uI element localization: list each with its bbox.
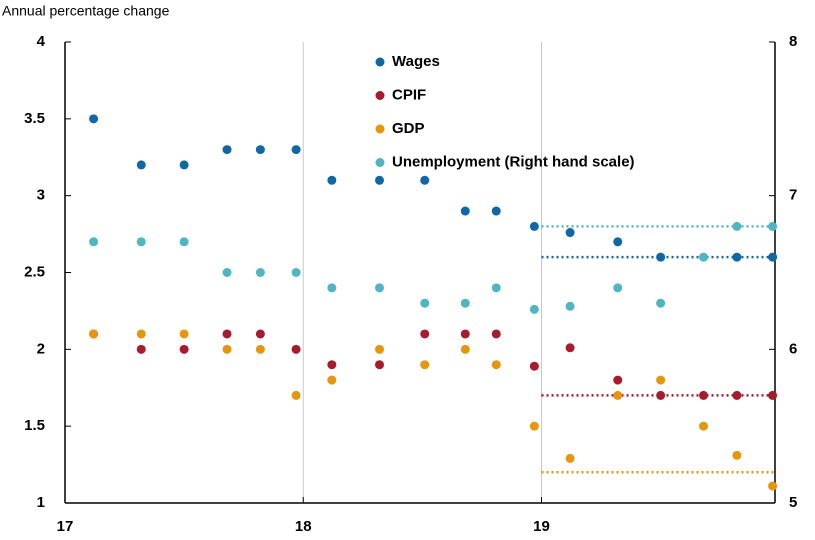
y2-tick-label: 7 xyxy=(789,187,797,204)
point xyxy=(529,421,539,431)
point xyxy=(89,114,99,124)
point xyxy=(460,298,470,308)
point xyxy=(255,329,265,339)
point xyxy=(613,237,623,247)
legend-label: GDP xyxy=(392,120,425,137)
point xyxy=(327,375,337,385)
y-tick-label: 2 xyxy=(37,340,45,357)
point xyxy=(529,304,539,314)
y-axis-label: Annual percentage change xyxy=(2,3,170,19)
y-tick-label: 4 xyxy=(37,33,46,50)
point xyxy=(565,453,575,463)
y2-tick-label: 8 xyxy=(789,33,797,50)
y-tick-label: 1.5 xyxy=(24,417,45,434)
point xyxy=(491,329,501,339)
point xyxy=(460,344,470,354)
point xyxy=(656,375,666,385)
point xyxy=(699,252,709,262)
legend-label: CPIF xyxy=(392,86,426,103)
point xyxy=(613,375,623,385)
x-tick-label: 17 xyxy=(57,518,74,535)
point xyxy=(460,329,470,339)
point xyxy=(656,390,666,400)
y-tick-label: 3.5 xyxy=(24,110,45,127)
point xyxy=(222,268,232,277)
point xyxy=(255,268,265,277)
point xyxy=(136,237,146,247)
point xyxy=(222,329,232,339)
point xyxy=(327,175,337,185)
point xyxy=(136,344,146,354)
point xyxy=(179,237,189,247)
point xyxy=(768,252,778,262)
point xyxy=(327,283,337,293)
point xyxy=(374,283,384,293)
point xyxy=(491,360,501,370)
point xyxy=(420,360,430,370)
point xyxy=(656,252,666,262)
point xyxy=(565,343,575,353)
y-tick-label: 2.5 xyxy=(24,263,45,280)
point xyxy=(291,268,301,277)
point xyxy=(732,252,742,262)
legend-marker xyxy=(375,57,385,67)
point xyxy=(291,390,301,400)
point xyxy=(565,228,575,238)
point xyxy=(255,145,265,155)
legend-label: Wages xyxy=(392,53,440,70)
x-tick-label: 19 xyxy=(533,518,550,535)
point xyxy=(768,221,778,231)
point xyxy=(179,329,189,339)
point xyxy=(136,160,146,170)
point xyxy=(255,344,265,354)
point xyxy=(179,344,189,354)
y2-tick-label: 6 xyxy=(789,340,797,357)
point xyxy=(420,298,430,308)
y2-tick-label: 5 xyxy=(789,494,797,511)
point xyxy=(699,421,709,431)
point xyxy=(420,329,430,339)
point xyxy=(291,344,301,354)
point xyxy=(222,145,232,155)
point xyxy=(699,390,709,400)
point xyxy=(491,283,501,293)
point xyxy=(656,298,666,308)
point xyxy=(136,329,146,339)
point xyxy=(529,361,539,371)
point xyxy=(374,175,384,185)
point xyxy=(420,175,430,185)
legend-marker xyxy=(375,91,385,100)
point xyxy=(491,206,501,216)
point xyxy=(732,390,742,400)
point xyxy=(374,360,384,370)
point xyxy=(291,145,301,155)
point xyxy=(613,390,623,400)
point xyxy=(222,344,232,354)
point xyxy=(374,344,384,354)
point xyxy=(327,360,337,370)
x-tick-label: 18 xyxy=(295,518,312,535)
point xyxy=(529,221,539,231)
point xyxy=(732,450,742,460)
point xyxy=(768,390,778,400)
y-tick-label: 3 xyxy=(37,187,45,204)
point xyxy=(89,329,99,339)
point xyxy=(89,237,99,247)
point xyxy=(768,481,778,491)
legend-marker xyxy=(375,158,385,167)
legend-label: Unemployment (Right hand scale) xyxy=(392,153,635,170)
point xyxy=(179,160,189,170)
point xyxy=(732,221,742,231)
point xyxy=(460,206,470,216)
point xyxy=(565,301,575,311)
legend-marker xyxy=(375,124,385,134)
point xyxy=(613,283,623,293)
y-tick-label: 1 xyxy=(37,494,45,511)
